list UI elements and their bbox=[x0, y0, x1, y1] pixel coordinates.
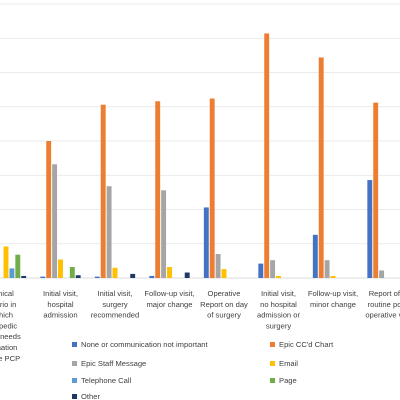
bar-epic-staff-message bbox=[161, 190, 167, 278]
legend-swatch bbox=[270, 361, 275, 366]
bar-none-or-communication-not-important bbox=[149, 275, 155, 278]
bar-other bbox=[130, 273, 136, 278]
bar-email bbox=[3, 246, 9, 278]
bar-email bbox=[221, 269, 227, 278]
bar-epic-staff-message bbox=[270, 260, 276, 278]
bar-other bbox=[184, 272, 190, 278]
bar-epic-staff-message bbox=[52, 164, 58, 278]
legend-label: Epic Staff Message bbox=[81, 359, 146, 368]
bar-none-or-communication-not-important bbox=[367, 180, 373, 278]
bar-other bbox=[21, 275, 27, 278]
bar-email bbox=[58, 259, 63, 278]
legend-swatch bbox=[72, 378, 77, 383]
category-label: Follow-up visit, major change bbox=[144, 289, 194, 309]
bar-epic-staff-message bbox=[379, 270, 385, 278]
bar-other bbox=[75, 275, 81, 278]
category-label: Initial visit, no hospital admission or sur… bbox=[257, 289, 301, 330]
category-label: nicalario inhichopedicer needsmationthe … bbox=[0, 289, 21, 363]
category-label: Follow-up visit, minor change bbox=[308, 289, 358, 309]
bar-epic-cc-d-chart bbox=[373, 102, 379, 278]
legend-swatch bbox=[72, 361, 77, 366]
bar-none-or-communication-not-important bbox=[258, 263, 264, 278]
legend-label: Page bbox=[279, 376, 297, 385]
legend-label: None or communication not important bbox=[81, 340, 209, 349]
bar-epic-cc-d-chart bbox=[264, 33, 270, 278]
bar-epic-cc-d-chart bbox=[209, 98, 215, 278]
bar-page bbox=[15, 254, 21, 278]
bar-email bbox=[276, 275, 281, 278]
legend: None or communication not important Epic … bbox=[72, 340, 334, 400]
category-label: Operative Report on day of surgery bbox=[200, 289, 248, 320]
bar-email bbox=[167, 267, 172, 278]
bars bbox=[3, 33, 385, 279]
bar-epic-cc-d-chart bbox=[46, 141, 52, 278]
bar-none-or-communication-not-important bbox=[203, 207, 209, 278]
bar-epic-cc-d-chart bbox=[318, 57, 324, 279]
legend-swatch bbox=[270, 342, 275, 347]
category-labels: nicalario inhichopedicer needsmationthe … bbox=[0, 289, 400, 363]
bar-none-or-communication-not-important bbox=[40, 276, 46, 278]
bar-epic-cc-d-chart bbox=[155, 101, 161, 279]
legend-label: Email bbox=[279, 359, 298, 368]
bar-epic-staff-message bbox=[106, 186, 112, 278]
category-label: Report of aroutine postoperative visi bbox=[365, 289, 400, 320]
legend-label: Telephone Call bbox=[81, 376, 132, 385]
legend-swatch bbox=[72, 342, 77, 347]
category-label: Initial visit, surgery recommended bbox=[91, 289, 140, 320]
bar-epic-cc-d-chart bbox=[100, 104, 106, 278]
bar-none-or-communication-not-important bbox=[312, 234, 318, 278]
bar-page bbox=[69, 267, 75, 278]
bar-email bbox=[330, 275, 336, 278]
legend-label: Epic CC'd Chart bbox=[279, 340, 334, 349]
legend-label: Other bbox=[81, 392, 100, 400]
legend-swatch bbox=[270, 378, 275, 383]
bar-telephone-call bbox=[9, 268, 15, 278]
legend-swatch bbox=[72, 394, 77, 399]
bar-epic-staff-message bbox=[215, 254, 221, 278]
category-label: Initial visit, hospital admission bbox=[43, 289, 78, 320]
bar-epic-staff-message bbox=[324, 260, 330, 278]
bar-none-or-communication-not-important bbox=[94, 276, 100, 278]
gridlines bbox=[0, 3, 400, 279]
bar-email bbox=[112, 267, 118, 278]
